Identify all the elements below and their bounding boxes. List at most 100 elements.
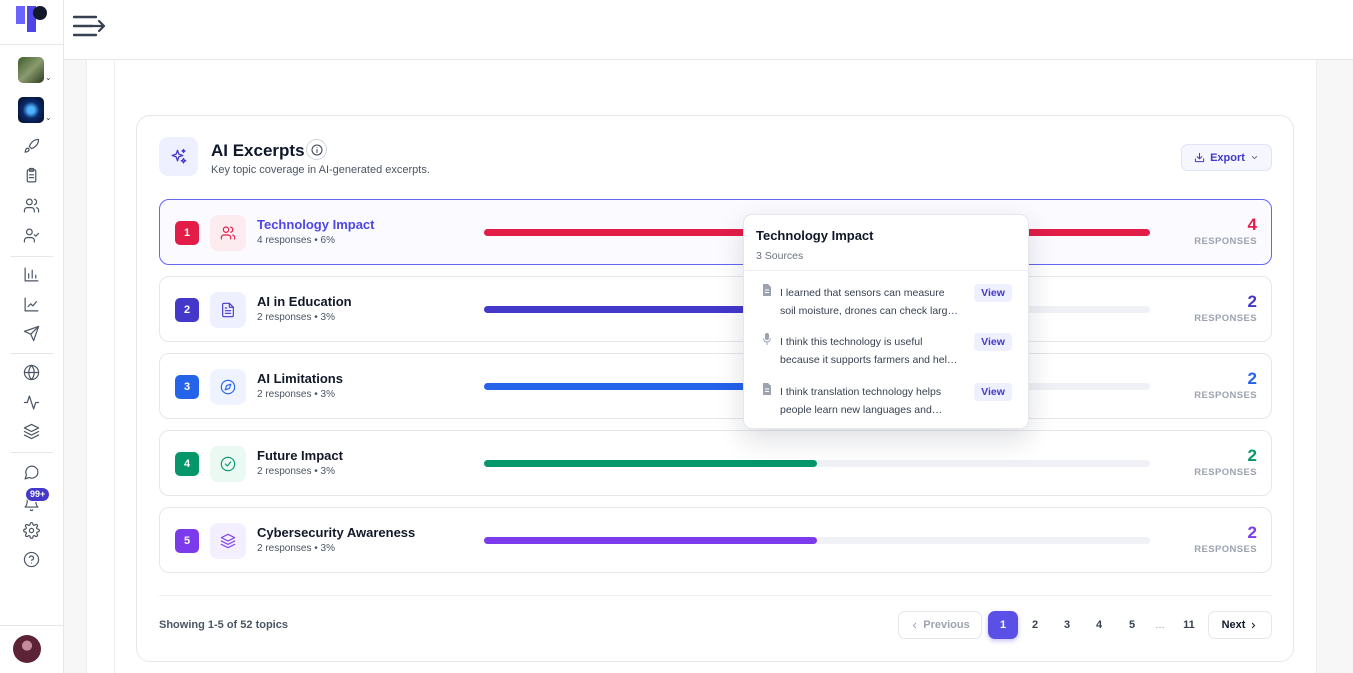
sidebar-divider: [0, 625, 63, 626]
file-text-icon: [210, 292, 246, 328]
brand-logo[interactable]: [16, 6, 48, 32]
rank-badge: 2: [175, 298, 199, 322]
view-source-button[interactable]: View: [974, 383, 1012, 401]
menu-collapse-icon[interactable]: [73, 13, 107, 41]
page-button-2[interactable]: 2: [1031, 619, 1039, 631]
response-count: 2: [1247, 369, 1257, 388]
rocket-icon[interactable]: [22, 137, 40, 155]
source-excerpt: I think translation technology helps peo…: [780, 383, 966, 419]
topic-title[interactable]: Technology Impact: [257, 217, 375, 232]
page-button-3[interactable]: 3: [1063, 619, 1071, 631]
next-label: Next: [1221, 619, 1246, 631]
export-button[interactable]: Export: [1181, 144, 1272, 171]
rank-badge: 3: [175, 375, 199, 399]
sidebar-divider: [0, 44, 63, 45]
card-subtitle: Key topic coverage in AI-generated excer…: [211, 164, 430, 176]
page-button-5[interactable]: 5: [1128, 619, 1136, 631]
previous-page-button[interactable]: Previous: [898, 611, 982, 639]
chevron-down-icon: [1251, 155, 1258, 160]
chevron-down-icon[interactable]: ⌄: [45, 113, 52, 122]
page-button-1[interactable]: 1: [988, 611, 1018, 639]
tooltip-divider: [744, 270, 1028, 271]
source-excerpt-line: I think translation technology helps: [780, 386, 942, 398]
response-count-label: RESPONSES: [1194, 236, 1257, 247]
message-circle-icon[interactable]: [22, 463, 40, 481]
response-count: 2: [1247, 523, 1257, 542]
progress-fill: [484, 537, 817, 544]
previous-label: Previous: [923, 619, 970, 631]
response-count: 2: [1247, 446, 1257, 465]
topic-title[interactable]: Cybersecurity Awareness: [257, 525, 416, 540]
response-count-label: RESPONSES: [1194, 313, 1257, 324]
notification-badge: 99+: [25, 487, 51, 502]
progress-fill: [484, 460, 817, 467]
source-excerpt-line: I think this technology is useful: [780, 336, 923, 348]
topic-title[interactable]: AI Limitations: [257, 371, 343, 386]
topic-meta: 4 responses • 6%: [257, 235, 335, 246]
users-icon: [210, 215, 246, 251]
topic-meta: 2 responses • 3%: [257, 312, 335, 323]
chevron-down-icon[interactable]: ⌄: [45, 73, 52, 82]
globe-icon[interactable]: [22, 363, 40, 381]
response-count-label: RESPONSES: [1194, 544, 1257, 555]
workspace-avatar-1[interactable]: [18, 57, 44, 83]
layers-icon[interactable]: [22, 422, 40, 440]
export-label: Export: [1210, 151, 1245, 164]
page-button-last[interactable]: 11: [1183, 619, 1195, 631]
source-item: I learned that sensors can measure soil …: [762, 284, 1012, 324]
info-icon[interactable]: [306, 139, 327, 160]
users-icon[interactable]: [22, 196, 40, 214]
sidebar-divider: [10, 256, 53, 257]
user-check-icon[interactable]: [22, 226, 40, 244]
rank-badge: 4: [175, 452, 199, 476]
file-icon: [763, 284, 771, 296]
progress-fill: [484, 306, 817, 313]
source-excerpt-line: people learn new languages and…: [780, 404, 943, 416]
chevron-right-icon: [1252, 622, 1256, 628]
topic-row[interactable]: 5 Cybersecurity Awareness 2 responses • …: [159, 507, 1272, 573]
help-circle-icon[interactable]: [22, 550, 40, 568]
tooltip-title: Technology Impact: [756, 228, 874, 243]
view-source-button[interactable]: View: [974, 333, 1012, 351]
mic-icon: [763, 333, 771, 345]
line-chart-icon[interactable]: [22, 295, 40, 313]
response-count-label: RESPONSES: [1194, 390, 1257, 401]
topic-row[interactable]: 3 AI Limitations 2 responses • 3% 2 RESP…: [159, 353, 1272, 419]
compass-icon: [210, 369, 246, 405]
source-item: I think translation technology helps peo…: [762, 383, 1012, 423]
next-page-button[interactable]: Next: [1208, 611, 1272, 639]
source-excerpt: I learned that sensors can measure soil …: [780, 284, 966, 320]
sidebar: ⌄ ⌄ 99+: [0, 0, 64, 673]
response-count: 2: [1247, 292, 1257, 311]
card-title: AI Excerpts: [211, 141, 305, 160]
tooltip-subtitle: 3 Sources: [756, 250, 804, 262]
activity-icon[interactable]: [22, 393, 40, 411]
view-source-button[interactable]: View: [974, 284, 1012, 302]
user-avatar[interactable]: [13, 635, 41, 663]
clipboard-icon[interactable]: [22, 166, 40, 184]
topic-meta: 2 responses • 3%: [257, 389, 335, 400]
source-excerpt-line: because it supports farmers and hel…: [780, 354, 958, 366]
progress-fill: [484, 383, 817, 390]
page-button-4[interactable]: 4: [1095, 619, 1103, 631]
source-excerpt-line: soil moisture, drones can check larg…: [780, 305, 958, 317]
workspace-avatar-2[interactable]: [18, 97, 44, 123]
sources-tooltip: Technology Impact 3 Sources I learned th…: [743, 214, 1029, 429]
chevron-left-icon: [913, 622, 917, 628]
footer-divider: [159, 595, 1272, 596]
topic-row[interactable]: 4 Future Impact 2 responses • 3% 2 RESPO…: [159, 430, 1272, 496]
source-excerpt: I think this technology is useful becaus…: [780, 333, 966, 369]
source-excerpt-line: I learned that sensors can measure: [780, 287, 945, 299]
bar-chart-icon[interactable]: [22, 265, 40, 283]
topic-title[interactable]: AI in Education: [257, 294, 352, 309]
pagination-ellipsis: ...: [1155, 619, 1165, 631]
send-icon[interactable]: [22, 324, 40, 342]
topic-row[interactable]: 1 Technology Impact 4 responses • 6% 4 R…: [159, 199, 1272, 265]
topic-title[interactable]: Future Impact: [257, 448, 343, 463]
rank-badge: 5: [175, 529, 199, 553]
settings-icon[interactable]: [22, 521, 40, 539]
file-icon: [763, 383, 771, 395]
topic-row[interactable]: 2 AI in Education 2 responses • 3% 2 RES…: [159, 276, 1272, 342]
top-bar: [64, 0, 1353, 60]
progress-track: [484, 460, 1150, 467]
